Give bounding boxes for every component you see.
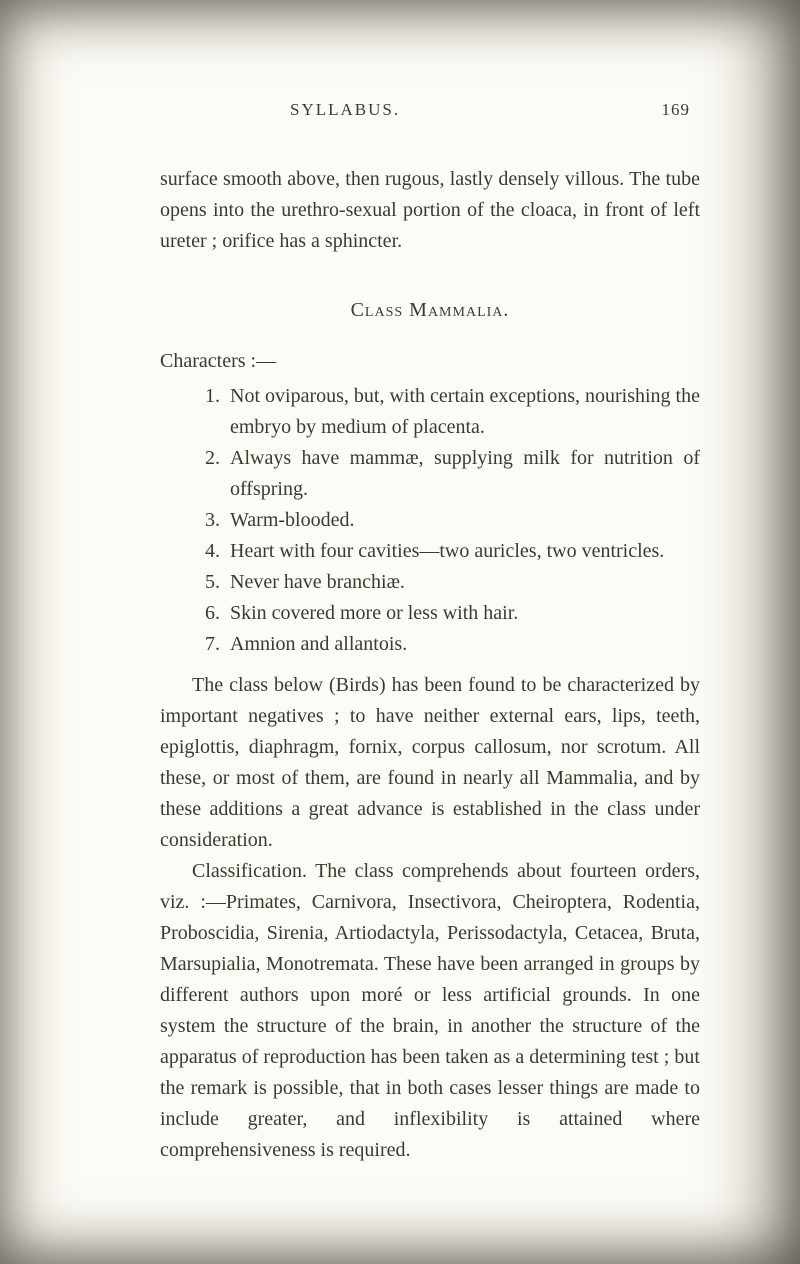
char-number: 3. bbox=[160, 505, 230, 536]
paragraph-intro: surface smooth above, then rugous, lastl… bbox=[160, 164, 700, 257]
characters-item: 6. Skin covered more or less with hair. bbox=[160, 598, 700, 629]
char-text: Not oviparous, but, with certain excepti… bbox=[230, 381, 700, 443]
char-text: Always have mammæ, supplying milk for nu… bbox=[230, 443, 700, 505]
page-number: 169 bbox=[662, 100, 691, 120]
char-text: Amnion and allantois. bbox=[230, 629, 700, 660]
class-heading: Class Mammalia. bbox=[160, 295, 700, 326]
running-title: SYLLABUS. bbox=[290, 100, 400, 120]
characters-item: 4. Heart with four cavities—two auricles… bbox=[160, 536, 700, 567]
characters-item: 1. Not oviparous, but, with certain exce… bbox=[160, 381, 700, 443]
char-text: Heart with four cavities—two auricles, t… bbox=[230, 536, 700, 567]
characters-item: 7. Amnion and allantois. bbox=[160, 629, 700, 660]
characters-item: 3. Warm-blooded. bbox=[160, 505, 700, 536]
char-text: Warm-blooded. bbox=[230, 505, 700, 536]
char-text: Never have branchiæ. bbox=[230, 567, 700, 598]
running-head: SYLLABUS. 169 bbox=[160, 100, 700, 120]
characters-list: 1. Not oviparous, but, with certain exce… bbox=[160, 381, 700, 660]
scanned-page: SYLLABUS. 169 surface smooth above, then… bbox=[0, 0, 800, 1264]
char-number: 6. bbox=[160, 598, 230, 629]
paragraph-birds: The class below (Birds) has been found t… bbox=[160, 670, 700, 856]
paragraph-classification: Classification. The class comprehends ab… bbox=[160, 856, 700, 1166]
char-number: 2. bbox=[160, 443, 230, 474]
characters-item: 2. Always have mammæ, supplying milk for… bbox=[160, 443, 700, 505]
char-number: 5. bbox=[160, 567, 230, 598]
characters-item: 5. Never have branchiæ. bbox=[160, 567, 700, 598]
char-text: Skin covered more or less with hair. bbox=[230, 598, 700, 629]
char-number: 7. bbox=[160, 629, 230, 660]
body-text: surface smooth above, then rugous, lastl… bbox=[160, 164, 700, 1166]
char-number: 1. bbox=[160, 381, 230, 412]
char-number: 4. bbox=[160, 536, 230, 567]
characters-label: Characters :— bbox=[160, 346, 700, 377]
